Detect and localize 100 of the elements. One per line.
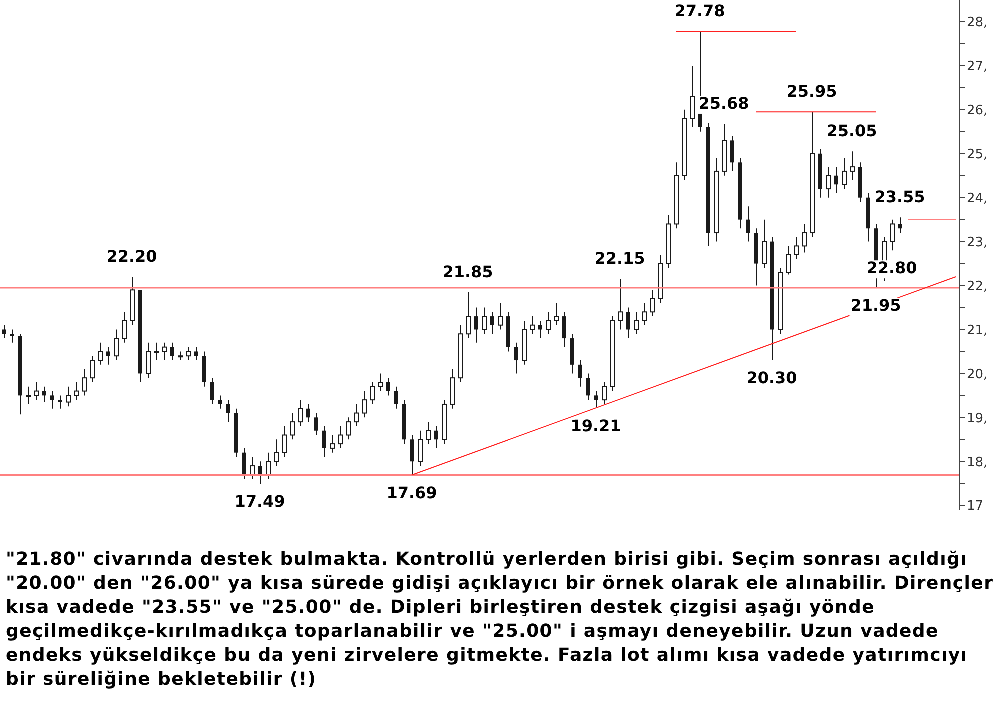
candlestick	[730, 136, 734, 172]
text: "21.80" civarında destek bulmakta. Kontrollü yerlerden birisi gibi. Seçim sonrası açıldığı "20.00" den "26.00" ya kısa sürede gidişi açıklayıcı bir örnek olarak ele alınabilir. Dirençler kısa vadede "23.55" ve "25.00" de. Dipleri birleştiren destek çizgisi aşağı yönde geçilmedikçe-kırılmadıkça toparlanabilir ve "25.00" i aşmayı deneyebilir. Uzun vadede endeks yükseldikçe bu da yeni zirvelere gitmekte. Fazla lot alımı kısa vadede yatırımcıyı bir süreliğine bekletebilir (!)	[6, 548, 994, 692]
candlestick	[826, 166, 831, 198]
annotation: 17.69	[386, 483, 438, 502]
y-tick-label: 22,	[967, 279, 988, 294]
annotation: 25.68	[698, 94, 750, 113]
candlestick	[466, 292, 471, 340]
candlestick	[490, 312, 494, 335]
candlestick	[274, 439, 279, 467]
candlestick	[242, 448, 246, 480]
candlestick	[306, 404, 310, 423]
candlestick	[618, 278, 623, 330]
annotation: 23.55	[874, 188, 926, 207]
candlestick	[538, 320, 542, 340]
y-tick-label: 25,	[967, 147, 988, 162]
candlestick	[474, 307, 478, 344]
candlestick	[850, 151, 855, 181]
candlestick	[266, 452, 271, 480]
candlestick	[418, 430, 423, 467]
candlestick	[650, 290, 655, 318]
candlestick	[34, 382, 39, 401]
candlestick	[690, 65, 695, 128]
candlestick	[218, 395, 222, 410]
candlestick	[370, 382, 375, 405]
y-tick-label: 26,	[967, 104, 988, 119]
candlestick	[162, 342, 167, 362]
candlestick	[210, 378, 214, 405]
annotation: 20.30	[746, 368, 798, 388]
y-tick-label: 23,	[967, 235, 988, 250]
annotation: 19.21	[570, 416, 622, 436]
candlestick	[746, 206, 750, 242]
annotation: 17.49	[234, 492, 286, 512]
y-tick-label: 27,	[967, 60, 988, 75]
candlestick	[794, 236, 799, 260]
candlestick	[186, 346, 191, 362]
candlestick	[354, 404, 359, 427]
candlestick	[498, 302, 503, 330]
candlestick	[482, 307, 487, 335]
candlestick	[338, 426, 343, 449]
candlestick	[394, 386, 398, 410]
candlestick	[258, 461, 262, 485]
candlestick	[10, 329, 14, 344]
candlestick	[642, 302, 647, 326]
candlestick	[626, 307, 630, 340]
candlestick	[82, 368, 87, 396]
annotation: 21.85	[442, 262, 494, 282]
candlestick	[106, 346, 110, 366]
candlestick	[146, 342, 151, 379]
annotation: 25.05	[826, 122, 878, 141]
y-tick-label: 18,	[967, 455, 988, 470]
candlestick	[378, 373, 383, 392]
candlestick	[410, 434, 414, 476]
candlestick	[122, 312, 127, 344]
candlestick	[562, 312, 566, 348]
y-tick-label: 21,	[967, 323, 988, 338]
candlestick	[226, 400, 230, 423]
annotation: 27.78	[674, 2, 726, 21]
candlestick	[282, 426, 287, 458]
candlestick	[554, 302, 559, 326]
candlestick	[434, 426, 438, 449]
y-tick-label: 19,	[967, 411, 988, 426]
candlestick	[314, 412, 318, 436]
candlestick	[802, 224, 807, 254]
candlestick	[66, 386, 71, 408]
annotation: 21.95	[850, 296, 902, 315]
candlestick	[42, 386, 46, 403]
candlestick	[90, 356, 95, 383]
candlestick	[602, 382, 607, 405]
annotation: 22.20	[106, 246, 158, 266]
candlestick	[634, 312, 639, 335]
candlestick	[170, 342, 174, 362]
candlestick	[898, 217, 902, 234]
candlestick	[322, 426, 326, 458]
annotation: 22.80	[866, 258, 918, 278]
candlestick	[346, 417, 351, 440]
candlestick	[842, 158, 847, 190]
candlestick	[546, 312, 551, 335]
candlestick	[2, 324, 6, 340]
candlestick	[194, 346, 198, 362]
candlestick	[514, 342, 518, 374]
candlestick	[594, 390, 598, 409]
candlestick	[250, 456, 255, 480]
y-tick-label: 17	[967, 499, 984, 514]
annotation: 25.95	[786, 82, 838, 102]
candlestick	[26, 386, 31, 405]
candlestick	[786, 246, 791, 276]
candlestick	[762, 219, 767, 269]
candlestick	[362, 390, 367, 418]
candlestick	[586, 373, 590, 401]
candlestick	[50, 390, 54, 410]
candlestick	[578, 360, 582, 388]
candlestick	[290, 412, 295, 440]
candlestick	[386, 378, 390, 396]
candlestick	[330, 434, 335, 454]
candlestick	[834, 166, 838, 194]
candlestick	[74, 382, 79, 401]
candlestick	[114, 329, 119, 362]
candlestick	[98, 342, 103, 366]
candlestick	[58, 395, 62, 410]
candlestick	[426, 422, 431, 445]
